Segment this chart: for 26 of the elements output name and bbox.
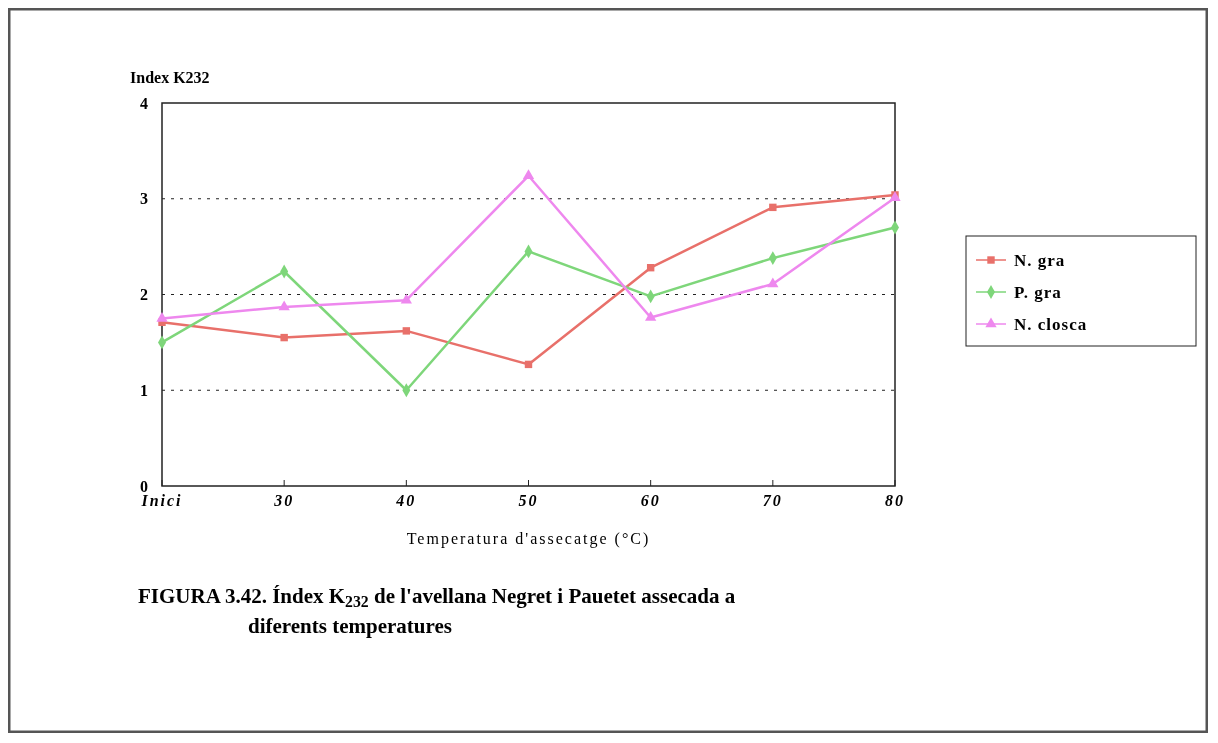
text: FIGURA 3.42. Índex K$_{232}$ de l'avellana Negret i Pauetet assecada a diferents temperatures: [138, 584, 736, 638]
x-tick-label: Inici: [140, 492, 183, 509]
point: [402, 327, 411, 335]
point: [767, 277, 779, 288]
point: [645, 310, 657, 321]
x-tick-label: 30: [273, 492, 295, 509]
point: [156, 311, 168, 322]
x-tick-label: 60: [640, 492, 661, 509]
y-tick-label: 1: [140, 381, 148, 399]
y-tick-label: 2: [140, 286, 148, 304]
point: [278, 300, 290, 311]
x-tick-label: 80: [885, 492, 905, 509]
legend-label: P. gra: [1014, 282, 1062, 302]
x-tick-label: 50: [518, 492, 539, 509]
point: [280, 333, 288, 342]
y-tick-label: 0: [140, 477, 148, 495]
legend-label: N. gra: [1014, 250, 1066, 270]
point: [522, 169, 535, 180]
x-tick-label: 40: [395, 492, 417, 509]
x-tick-label: 70: [762, 492, 783, 509]
point: [769, 203, 777, 212]
y-tick-label: 4: [140, 94, 148, 112]
y-tick-label: 3: [140, 190, 148, 208]
y-axis-title: Index K232: [130, 69, 210, 86]
x-axis-title: Temperatura d'assecatge (°C): [406, 530, 651, 548]
legend-label: N. closca: [1014, 314, 1088, 334]
